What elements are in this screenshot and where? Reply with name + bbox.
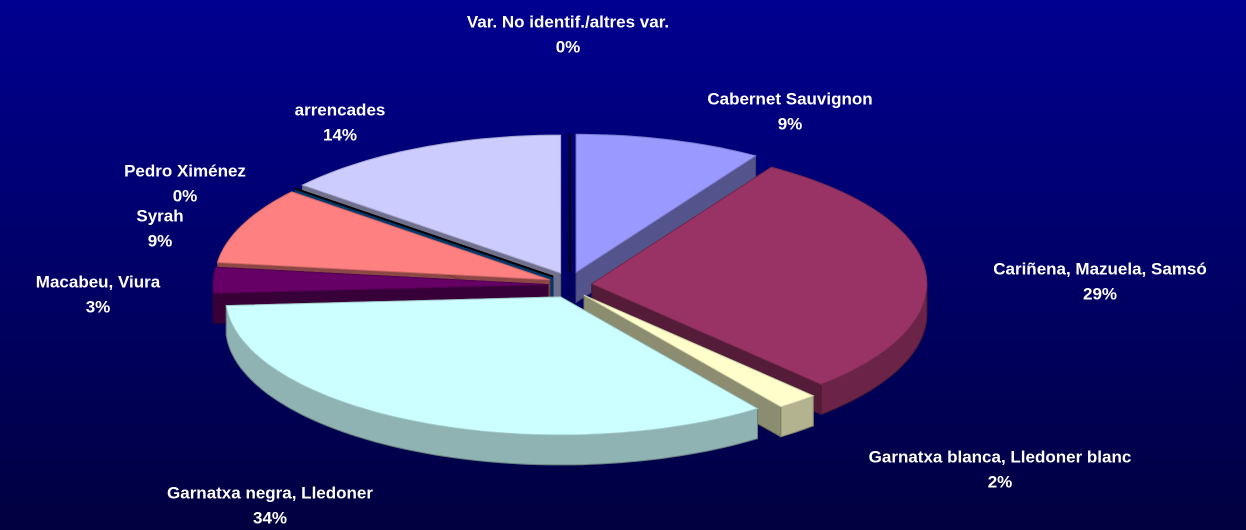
slice-label: Syrah xyxy=(136,206,183,225)
slice xyxy=(590,166,928,385)
slice-label: Var. No identif./altres var. xyxy=(467,12,669,31)
slice-value-label: 3% xyxy=(86,297,111,316)
slice-value-label: 0% xyxy=(173,186,198,205)
slice xyxy=(216,191,550,281)
slice xyxy=(294,187,554,278)
slice-value-label: 2% xyxy=(988,472,1013,491)
slice-value-label: 34% xyxy=(253,508,287,527)
slice xyxy=(212,266,549,294)
slice-value-label: 9% xyxy=(778,114,803,133)
slice-label: Cabernet Sauvignon xyxy=(707,89,872,108)
slice-label: Pedro Ximénez xyxy=(124,161,246,180)
slice-label: Garnatxa blanca, Lledoner blanc xyxy=(869,447,1132,466)
slice xyxy=(583,294,815,408)
slice-value-label: 14% xyxy=(323,125,357,144)
slice xyxy=(575,133,757,274)
slice-label: Macabeu, Viura xyxy=(36,272,161,291)
slice xyxy=(301,134,562,274)
slice-value-label: 29% xyxy=(1083,284,1117,303)
slice-label: Cariñena, Mazuela, Samsó xyxy=(993,259,1207,278)
slice-label: arrencades xyxy=(295,100,386,119)
slice-label: Garnatxa negra, Lledoner xyxy=(167,483,373,502)
slice-value-label: 0% xyxy=(556,37,581,56)
slice xyxy=(225,296,759,436)
slice-value-label: 9% xyxy=(148,231,173,250)
